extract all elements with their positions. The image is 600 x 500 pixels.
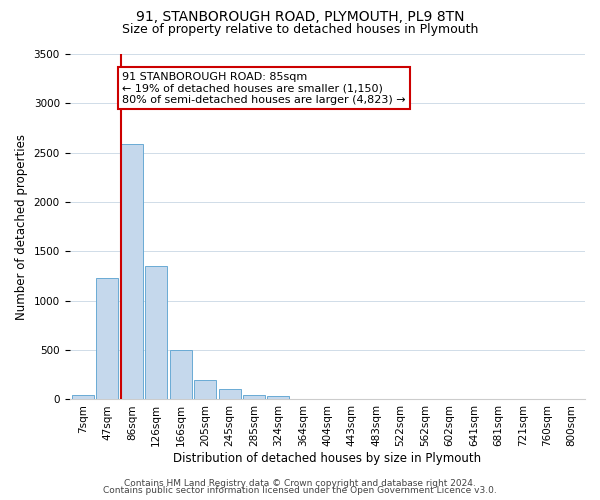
Bar: [97, 278, 118, 400]
Bar: [170, 350, 191, 400]
Bar: [145, 266, 167, 400]
Text: 91 STANBOROUGH ROAD: 85sqm
← 19% of detached houses are smaller (1,150)
80% of s: 91 STANBOROUGH ROAD: 85sqm ← 19% of deta…: [122, 72, 406, 105]
Bar: [218, 389, 241, 400]
Bar: [243, 394, 265, 400]
Y-axis label: Number of detached properties: Number of detached properties: [15, 134, 28, 320]
Bar: [121, 144, 143, 400]
Text: Size of property relative to detached houses in Plymouth: Size of property relative to detached ho…: [122, 22, 478, 36]
Text: 91, STANBOROUGH ROAD, PLYMOUTH, PL9 8TN: 91, STANBOROUGH ROAD, PLYMOUTH, PL9 8TN: [136, 10, 464, 24]
Bar: [194, 380, 216, 400]
X-axis label: Distribution of detached houses by size in Plymouth: Distribution of detached houses by size …: [173, 452, 481, 465]
Text: Contains HM Land Registry data © Crown copyright and database right 2024.: Contains HM Land Registry data © Crown c…: [124, 478, 476, 488]
Bar: [72, 394, 94, 400]
Text: Contains public sector information licensed under the Open Government Licence v3: Contains public sector information licen…: [103, 486, 497, 495]
Bar: [268, 396, 289, 400]
